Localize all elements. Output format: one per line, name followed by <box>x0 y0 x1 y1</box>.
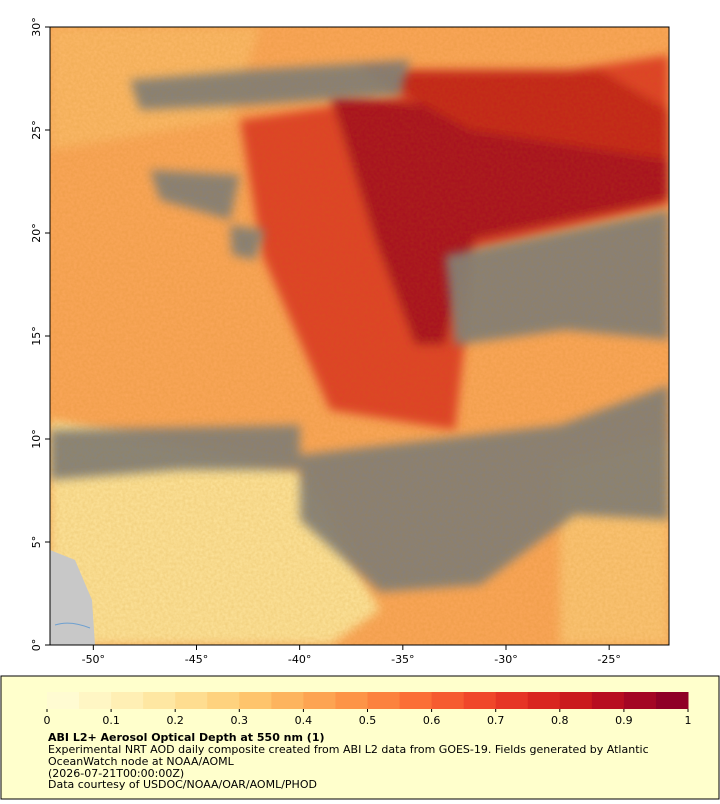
colorbar-step <box>303 692 336 709</box>
colorbar-step <box>559 692 593 709</box>
colorbar-step <box>271 692 304 709</box>
colorbar-tick-label: 0.3 <box>231 714 249 727</box>
x-tick-label: -45° <box>185 653 208 666</box>
colorbar-step <box>367 692 401 709</box>
x-tick-label: -35° <box>391 653 414 666</box>
colorbar-step <box>207 692 240 709</box>
colorbar-step <box>431 692 465 709</box>
colorbar-tick-label: 0.1 <box>102 714 120 727</box>
x-tick-label: -30° <box>494 653 517 666</box>
colorbar-step <box>463 692 497 709</box>
colorbar-step <box>175 692 208 709</box>
x-tick-label: -50° <box>82 653 105 666</box>
y-tick-label: 30° <box>30 17 43 37</box>
y-tick-label: 10° <box>30 429 43 449</box>
colorbar-step <box>655 692 689 709</box>
y-tick-label: 20° <box>30 223 43 243</box>
y-tick-label: 15° <box>30 326 43 346</box>
colorbar-tick-label: 0 <box>44 714 51 727</box>
colorbar-tick-label: 0.5 <box>359 714 377 727</box>
colorbar-step <box>47 692 80 709</box>
colorbar-step <box>527 692 561 709</box>
y-tick-label: 5° <box>30 536 43 549</box>
colorbar-tick-label: 0.7 <box>487 714 505 727</box>
colorbar-step <box>399 692 433 709</box>
colorbar-step <box>111 692 144 709</box>
colorbar-tick-label: 0.8 <box>551 714 569 727</box>
colorbar-tick-label: 0.4 <box>295 714 313 727</box>
caption-line: Data courtesy of USDOC/NOAA/OAR/AOML/PHO… <box>48 778 317 791</box>
colorbar-tick-label: 0.6 <box>423 714 441 727</box>
colorbar-tick-label: 0.9 <box>615 714 633 727</box>
colorbar-step <box>79 692 112 709</box>
caption-title: ABI L2+ Aerosol Optical Depth at 550 nm … <box>48 731 325 744</box>
colorbar-step <box>335 692 368 709</box>
colorbar-tick-label: 0.2 <box>166 714 184 727</box>
y-tick-label: 25° <box>30 120 43 140</box>
caption-line: Experimental NRT AOD daily composite cre… <box>48 743 649 756</box>
colorbar-tick-label: 1 <box>685 714 692 727</box>
colorbar-step <box>143 692 176 709</box>
colorbar-step <box>495 692 529 709</box>
colorbar-step <box>591 692 625 709</box>
y-tick-label: 0° <box>30 639 43 652</box>
x-tick-label: -25° <box>597 653 620 666</box>
caption-line: OceanWatch node at NOAA/AOML <box>48 755 235 768</box>
colorbar-step <box>239 692 272 709</box>
aod-field <box>50 27 669 645</box>
x-tick-label: -40° <box>288 653 311 666</box>
colorbar-step <box>623 692 657 709</box>
caption-line: (2026-07-21T00:00:00Z) <box>48 767 184 780</box>
